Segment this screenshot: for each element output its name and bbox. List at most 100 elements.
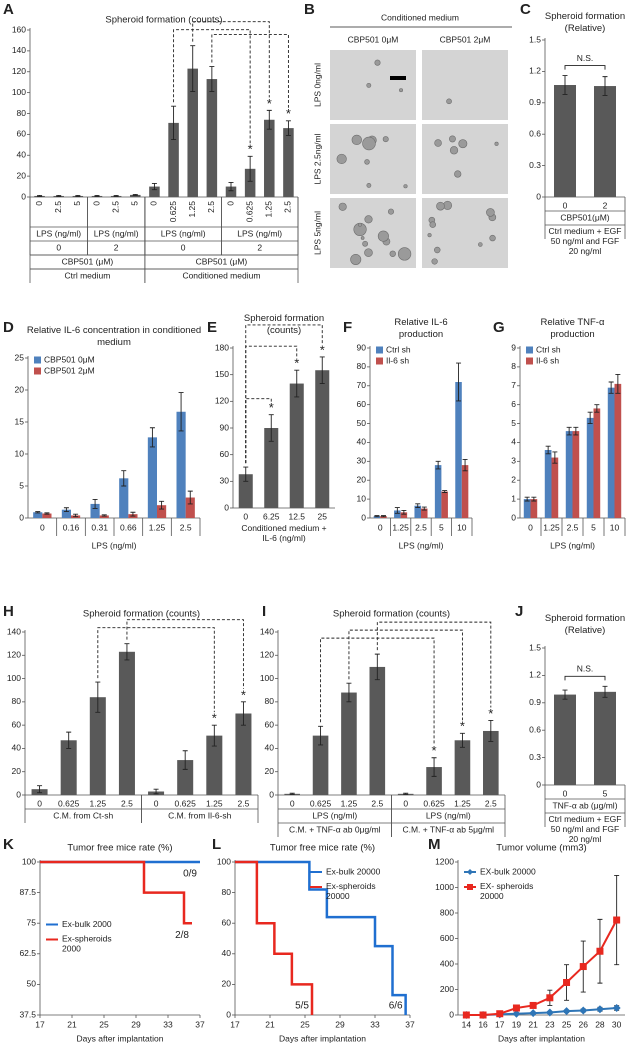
cell-cluster bbox=[458, 139, 468, 149]
legend-label: Ex-spheroids 20000 bbox=[326, 881, 376, 901]
significance-star: * bbox=[248, 142, 253, 157]
legend-swatch bbox=[34, 356, 41, 364]
x-tick-label: 2.5 bbox=[206, 201, 216, 213]
x-tick-label: 0 bbox=[563, 788, 568, 798]
group-label: C.M. from Il-6-sh bbox=[168, 810, 232, 820]
y-tick-label: 62.5 bbox=[19, 948, 36, 958]
x-tick-label: 29 bbox=[335, 1019, 345, 1029]
bar bbox=[414, 505, 421, 518]
x-tick-label: 33 bbox=[370, 1019, 380, 1029]
error-bar bbox=[608, 381, 614, 394]
bar bbox=[177, 760, 194, 795]
x-tick-label: 10 bbox=[610, 522, 620, 532]
chart-title: Spheroid formation (counts) bbox=[83, 609, 200, 620]
bar bbox=[455, 382, 462, 518]
marker bbox=[512, 1009, 521, 1018]
comparison-bracket bbox=[348, 629, 463, 721]
bar bbox=[185, 497, 195, 518]
chart-title: Spheroid formation (counts) bbox=[244, 313, 324, 336]
series-line bbox=[40, 860, 192, 925]
comparison-bracket bbox=[211, 34, 289, 108]
legend-label: Ctrl sh bbox=[536, 344, 561, 354]
group-axis-label: LPS (ng/ml) bbox=[426, 810, 471, 820]
bar bbox=[119, 478, 129, 518]
y-tick-label: 10 bbox=[357, 493, 367, 503]
marker bbox=[512, 1004, 520, 1012]
y-tick-label: 0.6 bbox=[529, 724, 541, 734]
y-tick-label: 40 bbox=[12, 743, 22, 753]
x-tick-label: 2.5 bbox=[567, 522, 579, 532]
error-bar bbox=[545, 445, 551, 455]
group-axis-label: CBP501(μM) bbox=[560, 212, 609, 222]
error-bar bbox=[66, 731, 72, 749]
x-axis-label: Days after implantation bbox=[498, 1033, 585, 1043]
bar bbox=[421, 508, 428, 518]
y-tick-label: 180 bbox=[215, 342, 229, 352]
x-axis-label: LPS (ng/ml) bbox=[550, 540, 595, 550]
x-tick-label: 0 bbox=[563, 200, 568, 210]
y-tick-label: 20 bbox=[12, 766, 22, 776]
bar bbox=[33, 512, 43, 518]
legend-swatch bbox=[376, 357, 383, 365]
error-bar bbox=[319, 356, 325, 385]
bar bbox=[42, 513, 52, 518]
image-panel-title: Conditioned medium bbox=[381, 12, 459, 22]
cell-cluster bbox=[377, 230, 389, 242]
error-bar bbox=[268, 414, 274, 442]
y-tick-label: 20 bbox=[357, 474, 367, 484]
x-axis-label: Days after implantation bbox=[279, 1033, 366, 1043]
error-bar bbox=[442, 490, 448, 493]
y-tick-label: 1.5 bbox=[529, 34, 541, 44]
marker bbox=[596, 947, 604, 955]
group-axis-label: TNF-α ab (μg/ml) bbox=[552, 800, 617, 810]
bar bbox=[130, 194, 141, 197]
y-tick-label: 8 bbox=[511, 361, 516, 371]
group-label: Conditioned medium + IL-6 (ng/ml) bbox=[241, 523, 326, 543]
cell-cluster bbox=[364, 248, 373, 257]
x-tick-label: 17 bbox=[230, 1019, 240, 1029]
y-tick-label: 5 bbox=[19, 480, 24, 490]
marker bbox=[595, 1005, 604, 1014]
error-bar bbox=[289, 792, 295, 795]
chart-title: Relative TNF-α production bbox=[541, 317, 605, 340]
cell-cluster bbox=[449, 135, 456, 143]
bar bbox=[530, 499, 538, 518]
error-bar bbox=[587, 411, 593, 425]
y-tick-label: 0 bbox=[19, 512, 24, 522]
legend-label: CBP501 2μM bbox=[44, 365, 95, 375]
y-tick-label: 20 bbox=[15, 384, 25, 394]
error-bar bbox=[159, 500, 165, 510]
y-tick-label: 10 bbox=[15, 448, 25, 458]
legend-marker bbox=[467, 884, 473, 890]
y-tick-label: 80 bbox=[222, 887, 232, 897]
group-label: 2 bbox=[257, 242, 262, 252]
marker bbox=[579, 1006, 588, 1015]
significance-star: * bbox=[269, 400, 274, 415]
y-tick-label: 1200 bbox=[435, 856, 454, 866]
bar bbox=[244, 168, 256, 197]
x-tick-label: 0 bbox=[243, 511, 248, 521]
x-tick-label: 21 bbox=[67, 1019, 77, 1029]
error-bar bbox=[573, 426, 579, 436]
error-bar bbox=[394, 507, 400, 514]
legend-swatch bbox=[526, 346, 533, 354]
bar bbox=[176, 411, 186, 518]
cell-cluster bbox=[338, 202, 347, 211]
cell-cluster bbox=[478, 242, 483, 247]
x-tick-label: 1.25 bbox=[543, 522, 560, 532]
panel-letter: K bbox=[3, 836, 14, 853]
significance-star: * bbox=[212, 711, 217, 726]
bar bbox=[289, 383, 304, 508]
error-bar bbox=[75, 194, 81, 197]
marker bbox=[613, 916, 621, 924]
error-bar bbox=[456, 362, 462, 402]
group-label: Ctrl medium bbox=[65, 270, 111, 280]
error-bar bbox=[240, 701, 246, 726]
cell-cluster bbox=[489, 234, 496, 242]
chart-title: Tumor volume (mm3) bbox=[496, 843, 586, 854]
comparison-bracket bbox=[97, 627, 215, 713]
bar bbox=[614, 383, 622, 518]
bar bbox=[147, 437, 157, 518]
error-bar bbox=[346, 682, 352, 703]
marker bbox=[529, 1001, 537, 1009]
